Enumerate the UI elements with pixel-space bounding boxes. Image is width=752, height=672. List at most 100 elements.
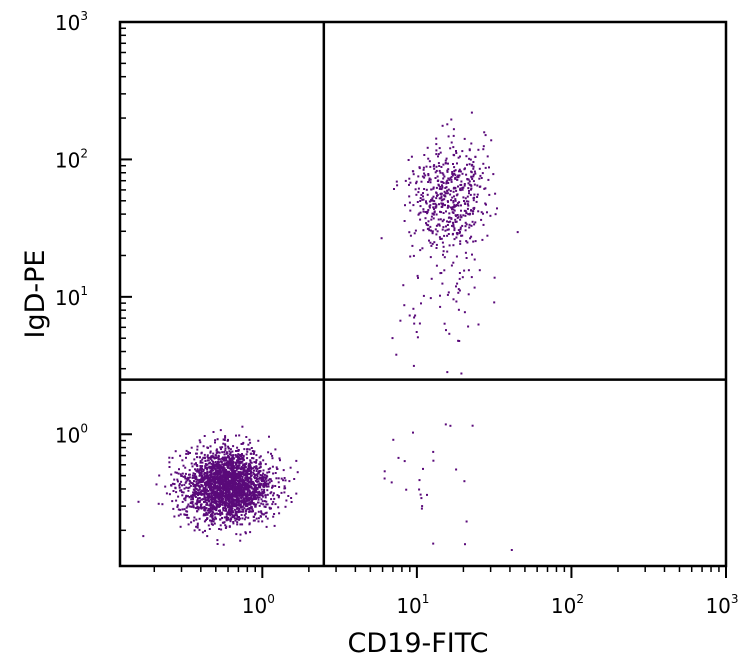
x-axis-title: CD19-FITC (348, 628, 489, 659)
data-point (459, 155, 461, 158)
data-point (426, 227, 429, 230)
data-point (224, 471, 227, 474)
data-point (178, 484, 181, 487)
data-point (203, 473, 206, 476)
data-point (461, 224, 464, 227)
data-point (184, 477, 187, 480)
data-point (221, 469, 224, 472)
data-point (469, 237, 472, 240)
data-point (241, 495, 244, 498)
data-point (213, 464, 216, 467)
data-point (466, 195, 469, 198)
data-point (227, 472, 230, 475)
data-point (225, 486, 228, 489)
data-point (229, 518, 232, 521)
data-point (173, 483, 176, 485)
data-point (439, 294, 441, 297)
data-point (184, 481, 187, 484)
data-point (240, 497, 243, 500)
data-point (261, 474, 264, 477)
data-point (456, 176, 459, 178)
data-point (230, 468, 233, 471)
data-point (462, 186, 465, 189)
data-point (249, 486, 252, 489)
data-point (244, 476, 247, 479)
data-point (217, 505, 220, 508)
data-point (428, 200, 431, 203)
data-point (472, 165, 475, 168)
data-point (237, 453, 240, 456)
data-point (195, 482, 198, 485)
data-point (438, 236, 441, 239)
data-point (194, 502, 197, 505)
data-point (181, 459, 184, 462)
data-point (190, 501, 193, 504)
data-point (442, 245, 445, 248)
data-point (215, 504, 218, 507)
data-point (184, 472, 187, 475)
data-point (206, 488, 208, 491)
data-point (451, 171, 454, 173)
data-point (434, 171, 437, 174)
data-point (231, 488, 234, 491)
data-point (193, 463, 196, 466)
data-point (222, 463, 225, 466)
data-point (424, 174, 427, 177)
data-point (445, 180, 448, 183)
data-point (239, 517, 242, 520)
data-point (255, 489, 258, 492)
data-point (230, 484, 233, 487)
data-point (185, 452, 188, 455)
data-point (403, 304, 406, 307)
data-point (176, 504, 179, 507)
data-point (209, 507, 212, 510)
data-point (471, 178, 474, 180)
data-point (194, 495, 197, 498)
data-point (228, 494, 231, 497)
data-point (404, 204, 406, 207)
data-point (210, 480, 213, 483)
data-point (180, 489, 183, 492)
data-point (239, 453, 242, 456)
data-point (472, 173, 475, 176)
data-point (431, 212, 434, 215)
data-point (186, 510, 189, 513)
data-point (224, 436, 227, 439)
data-point (452, 261, 455, 264)
data-point (477, 323, 480, 326)
data-point (225, 459, 228, 462)
data-point (230, 475, 233, 478)
data-point (220, 474, 223, 477)
data-point (176, 480, 179, 483)
data-point (217, 482, 220, 485)
data-point (215, 452, 218, 455)
data-point (415, 180, 418, 183)
data-point (220, 448, 222, 451)
data-point (199, 485, 202, 488)
data-point (215, 503, 218, 505)
data-point (242, 441, 245, 444)
data-point (231, 483, 234, 486)
data-point (245, 474, 247, 476)
data-point (226, 477, 229, 480)
data-point (220, 494, 222, 497)
data-point (232, 522, 235, 525)
data-point (214, 441, 216, 444)
data-point (436, 194, 439, 197)
data-point (232, 460, 235, 463)
data-point (248, 499, 251, 502)
data-point (457, 229, 460, 232)
data-point (179, 525, 182, 528)
data-point (204, 500, 207, 503)
data-point (452, 232, 454, 235)
data-point (473, 193, 476, 196)
data-point (437, 223, 440, 226)
data-point (460, 216, 463, 219)
data-point (468, 157, 471, 160)
data-point (427, 174, 430, 177)
data-point (171, 456, 174, 459)
data-point (252, 471, 255, 474)
data-point (224, 498, 227, 500)
data-point (468, 180, 471, 183)
data-point (231, 501, 233, 504)
